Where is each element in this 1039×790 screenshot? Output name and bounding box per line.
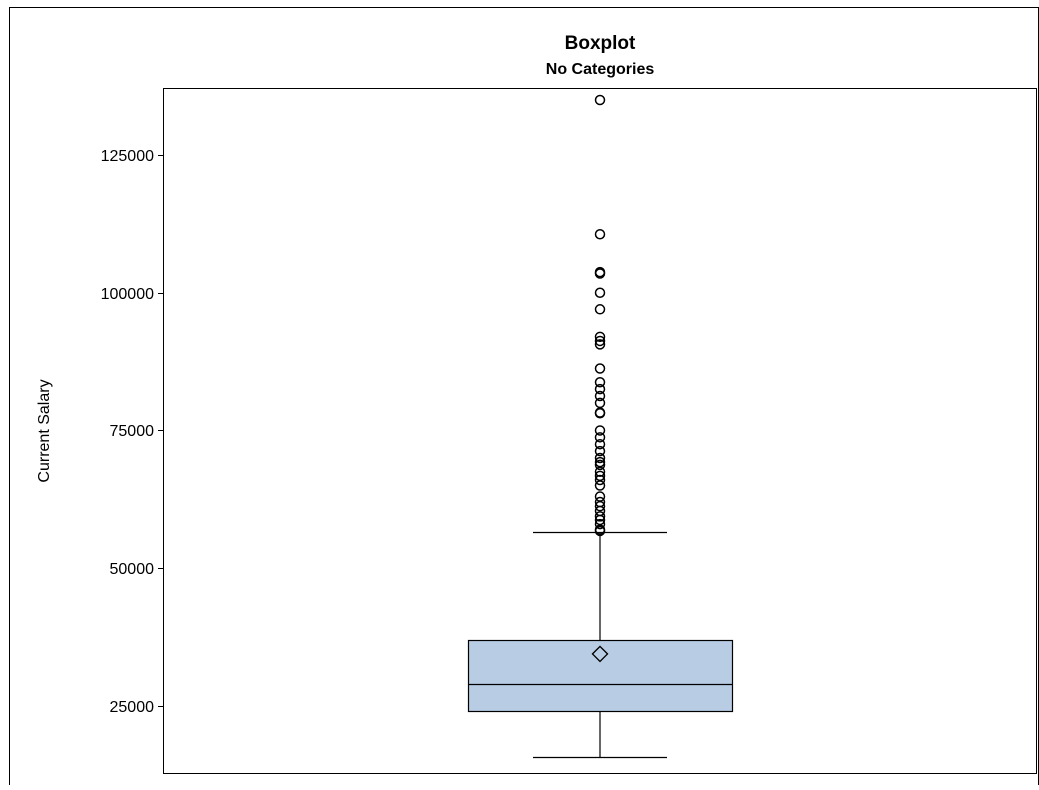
outlier-point	[594, 432, 606, 443]
iqr-box	[467, 639, 734, 713]
outlier-point	[594, 229, 606, 240]
mean-marker	[591, 645, 609, 663]
outlier-point	[594, 335, 606, 347]
chart-marks	[467, 94, 734, 759]
outlier-point	[594, 407, 606, 419]
outlier-point	[594, 268, 606, 279]
y-tick-label: 25000	[110, 699, 155, 716]
outlier-point	[594, 480, 606, 491]
chart-subtitle: No Categories	[546, 61, 655, 78]
outlier-point	[594, 383, 606, 395]
outlier-point	[594, 511, 606, 522]
chart-title: Boxplot	[565, 33, 636, 54]
y-axis-label: Current Salary	[36, 379, 53, 482]
outlier-point	[594, 390, 606, 402]
outlier-point	[594, 500, 606, 512]
y-tick-label: 100000	[101, 286, 154, 303]
outlier-point	[594, 459, 606, 471]
outlier-point	[594, 474, 606, 486]
outlier-point	[594, 363, 606, 374]
y-axis: 25000 50000 75000 100000 125000	[101, 148, 164, 716]
outlier-point	[594, 445, 606, 457]
outlier-point	[594, 397, 606, 409]
outlier-point	[594, 452, 606, 464]
y-tick-label: 50000	[110, 561, 155, 578]
y-tick-label: 75000	[110, 423, 155, 440]
outlier-point	[594, 425, 606, 436]
outlier-point	[594, 287, 606, 299]
outlier-point	[594, 438, 606, 450]
y-tick-label: 125000	[101, 148, 154, 165]
outlier-point	[594, 304, 606, 315]
outlier-point	[594, 339, 606, 350]
outlier-point	[594, 94, 606, 106]
outlier-point	[594, 377, 606, 388]
outlier-point	[594, 331, 606, 343]
outlier-point	[594, 525, 606, 537]
outlier-point	[594, 518, 606, 530]
